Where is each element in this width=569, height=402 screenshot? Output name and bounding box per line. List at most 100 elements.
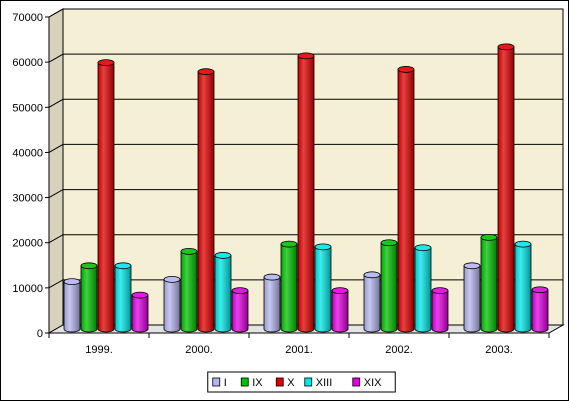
bar-body bbox=[497, 46, 515, 333]
bar-body bbox=[231, 290, 249, 333]
bar-top bbox=[463, 262, 481, 270]
bar bbox=[397, 66, 415, 333]
bar-body bbox=[314, 246, 332, 333]
y-tick-label: 20000 bbox=[12, 238, 43, 250]
legend-box bbox=[207, 371, 396, 393]
bar-body bbox=[431, 290, 449, 333]
gridline bbox=[48, 98, 563, 108]
bar-body bbox=[114, 265, 132, 333]
x-tick-label: 2003. bbox=[485, 344, 513, 356]
bar-body bbox=[531, 289, 549, 333]
y-tick-label: 40000 bbox=[12, 147, 43, 159]
legend-label: X bbox=[287, 377, 295, 389]
bar-top bbox=[231, 287, 249, 295]
bars bbox=[63, 43, 549, 333]
bar-top bbox=[331, 287, 349, 295]
bar-body bbox=[197, 71, 215, 333]
bar-top bbox=[97, 59, 115, 67]
gridline bbox=[48, 189, 563, 199]
bar bbox=[163, 275, 181, 333]
legend-label: XIX bbox=[364, 377, 382, 389]
bar bbox=[280, 240, 298, 333]
bar bbox=[231, 287, 249, 333]
bar-top bbox=[131, 291, 149, 299]
bar-body bbox=[163, 278, 181, 333]
bar bbox=[331, 287, 349, 333]
bar-top bbox=[180, 247, 198, 255]
bar bbox=[197, 68, 215, 333]
x-tick-label: 2002. bbox=[385, 344, 413, 356]
gridline bbox=[48, 234, 563, 244]
bar-body bbox=[214, 255, 232, 333]
x-tick-label: 2000. bbox=[185, 344, 213, 356]
legend-label: IX bbox=[252, 377, 263, 389]
y-tick-label: 70000 bbox=[12, 12, 43, 24]
bar-body bbox=[131, 294, 149, 333]
bar-body bbox=[80, 265, 98, 333]
bar-body bbox=[331, 290, 349, 333]
bar bbox=[97, 59, 115, 333]
y-tick-label: 0 bbox=[37, 328, 43, 340]
bar-top bbox=[514, 240, 532, 248]
bar-body bbox=[263, 276, 281, 333]
legend-swatch bbox=[352, 377, 361, 387]
bar-body bbox=[414, 247, 432, 333]
bar bbox=[263, 273, 281, 333]
bar bbox=[380, 239, 398, 333]
bar bbox=[214, 252, 232, 333]
bar bbox=[314, 243, 332, 333]
bar bbox=[114, 262, 132, 333]
x-tick-label: 2001. bbox=[285, 344, 313, 356]
gridline bbox=[48, 53, 563, 63]
bar-body bbox=[63, 281, 81, 333]
y-tick-label: 50000 bbox=[12, 102, 43, 114]
bar-top bbox=[380, 239, 398, 247]
x-tick-label: 1999. bbox=[85, 344, 113, 356]
bar-top bbox=[497, 43, 515, 51]
x-tick-labels: 1999. 2000. 2001. 2002. 2003. bbox=[85, 344, 513, 356]
bar bbox=[497, 43, 515, 333]
bar bbox=[531, 286, 549, 333]
bar-body bbox=[463, 265, 481, 333]
bar-top bbox=[431, 287, 449, 295]
bar-top bbox=[80, 262, 98, 270]
bar-top bbox=[414, 244, 432, 252]
bar-top bbox=[263, 273, 281, 281]
bar bbox=[514, 240, 532, 333]
bar-body bbox=[280, 243, 298, 333]
gridlines bbox=[48, 8, 563, 289]
bar-top bbox=[363, 271, 381, 279]
legend-swatch bbox=[275, 377, 284, 387]
bar bbox=[180, 247, 198, 333]
bar-body bbox=[480, 236, 498, 333]
y-tick-label: 60000 bbox=[12, 57, 43, 69]
bar-top bbox=[480, 233, 498, 241]
bar bbox=[63, 278, 81, 333]
bar bbox=[480, 233, 498, 333]
y-tick-labels: 0 10000 20000 30000 40000 50000 60000 70000 bbox=[12, 12, 43, 340]
bar bbox=[414, 244, 432, 333]
bar bbox=[363, 271, 381, 333]
legend-swatch bbox=[304, 377, 313, 387]
bar bbox=[80, 262, 98, 333]
bar-body bbox=[363, 274, 381, 333]
bar-top bbox=[197, 68, 215, 76]
gridline bbox=[48, 143, 563, 153]
bar-body bbox=[514, 243, 532, 333]
bar-top bbox=[297, 52, 315, 60]
bar-body bbox=[380, 242, 398, 333]
bar bbox=[297, 52, 315, 333]
axes bbox=[45, 16, 550, 338]
y-tick-label: 10000 bbox=[12, 283, 43, 295]
bar-top bbox=[163, 275, 181, 283]
bar-body bbox=[180, 250, 198, 333]
bar-top bbox=[114, 262, 132, 270]
bar-top bbox=[63, 278, 81, 286]
y-tick-label: 30000 bbox=[12, 193, 43, 205]
legend-label: XIII bbox=[316, 377, 333, 389]
bar-body bbox=[97, 62, 115, 333]
bar bbox=[131, 291, 149, 333]
bar-top bbox=[397, 66, 415, 73]
